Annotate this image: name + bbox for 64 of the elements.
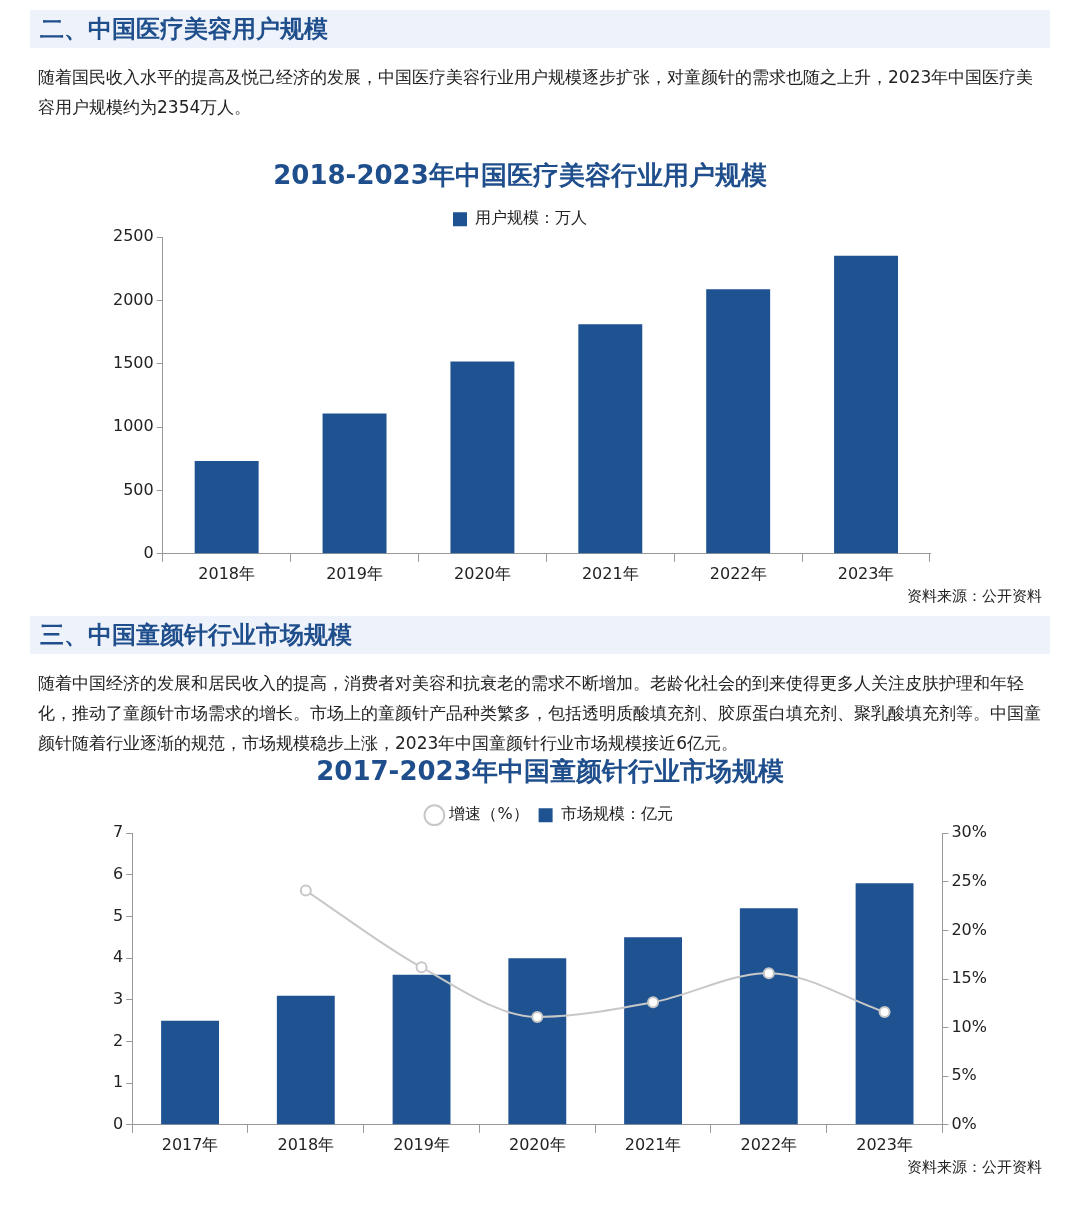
y-tick-label: 1000 <box>113 416 154 436</box>
x-tick-label: 2020年 <box>508 1134 566 1154</box>
y2-tick-label: 0% <box>951 1113 977 1133</box>
y-tick-label: 2500 <box>113 226 154 246</box>
y-tick-label: 1500 <box>113 353 154 372</box>
bar <box>450 361 515 554</box>
text: 二、中国医疗美容用户规模 <box>30 10 1050 48</box>
point <box>762 967 775 980</box>
point <box>299 884 312 897</box>
text: 资料来源：公开资料 <box>906 587 1042 606</box>
x-tick-label: 2022年 <box>740 1134 798 1154</box>
y-tick-label: 1 <box>112 1072 124 1092</box>
bar <box>578 324 643 554</box>
text: 随着国民收入水平的提高及悦己经济的发展，中国医疗美容行业用户规模逐步扩张，对童颜针的需求也随之上升，2023年中国医疗美容用户规模约为2354万人。 <box>38 66 1035 119</box>
y-tick-label: 0 <box>112 1113 124 1133</box>
x-tick-label: 2017年 <box>161 1134 219 1154</box>
text: 随着中国经济的发展和居民收入的提高，消费者对美容和抗衰老的需求不断增加。老龄化社会的到来使得更多人关注皮肤护理和年轻化，推动了童颜针市场需求的增长。市场上的童颜针产品种类繁多，包括透明质酸填充剂、胶原蛋白填充剂、聚乳酸填充剂等。中国童颜针随着行业逐渐的规范，市场规模稳步上涨，2023年中国童颜针行业市场规模接近6亿元。 <box>38 672 1042 755</box>
x-tick-label: 2022年 <box>709 563 767 583</box>
y2-tick-label: 25% <box>951 870 987 890</box>
bar <box>322 413 387 554</box>
bar <box>508 958 567 1125</box>
point <box>878 1006 891 1019</box>
x-tick-label: 2021年 <box>581 563 639 583</box>
y-tick-label: 5 <box>112 905 124 925</box>
y-tick-label: 6 <box>112 864 124 884</box>
x-tick-label: 2023年 <box>856 1134 913 1154</box>
y-tick-label: 500 <box>123 479 154 499</box>
x-tick-label: 2023年 <box>837 563 895 583</box>
x-tick-label: 2019年 <box>393 1134 450 1154</box>
bar <box>834 255 899 554</box>
point <box>415 961 428 974</box>
legend-label: 市场规模：亿元 <box>560 804 673 824</box>
bar <box>855 883 914 1125</box>
x-tick-label: 2019年 <box>326 563 383 583</box>
x-tick-label: 2018年 <box>277 1134 335 1154</box>
legend-label: 增速（%） <box>448 804 529 824</box>
bar <box>276 995 335 1125</box>
y2-tick-label: 30% <box>951 822 987 842</box>
bar <box>392 974 451 1125</box>
y2-tick-label: 20% <box>951 919 987 939</box>
text: 三、中国童颜针行业市场规模 <box>30 616 1050 654</box>
y-tick-label: 2 <box>112 1030 124 1050</box>
y-tick-label: 7 <box>112 822 124 842</box>
bar <box>161 1020 219 1125</box>
y2-tick-label: 10% <box>951 1016 987 1036</box>
y-tick-label: 4 <box>112 947 124 967</box>
y2-tick-label: 15% <box>951 968 987 988</box>
bar <box>194 461 259 554</box>
legend-label: 用户规模：万人 <box>475 208 587 228</box>
chart-title: 2018-2023年中国医疗美容行业用户规模 <box>273 160 767 191</box>
x-tick-label: 2018年 <box>198 563 256 583</box>
x-tick-label: 2021年 <box>624 1134 682 1154</box>
text: 资料来源：公开资料 <box>906 1158 1042 1177</box>
bar <box>739 908 798 1125</box>
point <box>647 996 660 1009</box>
x-tick-label: 2020年 <box>454 563 511 583</box>
bar <box>624 937 682 1125</box>
y-tick-label: 0 <box>143 542 154 562</box>
point <box>531 1010 544 1023</box>
y-tick-label: 3 <box>112 988 124 1008</box>
y-tick-label: 2000 <box>113 289 154 309</box>
chart-title: 2017-2023年中国童颜针行业市场规模 <box>316 756 784 787</box>
bar <box>706 289 771 554</box>
y2-tick-label: 5% <box>951 1065 977 1085</box>
